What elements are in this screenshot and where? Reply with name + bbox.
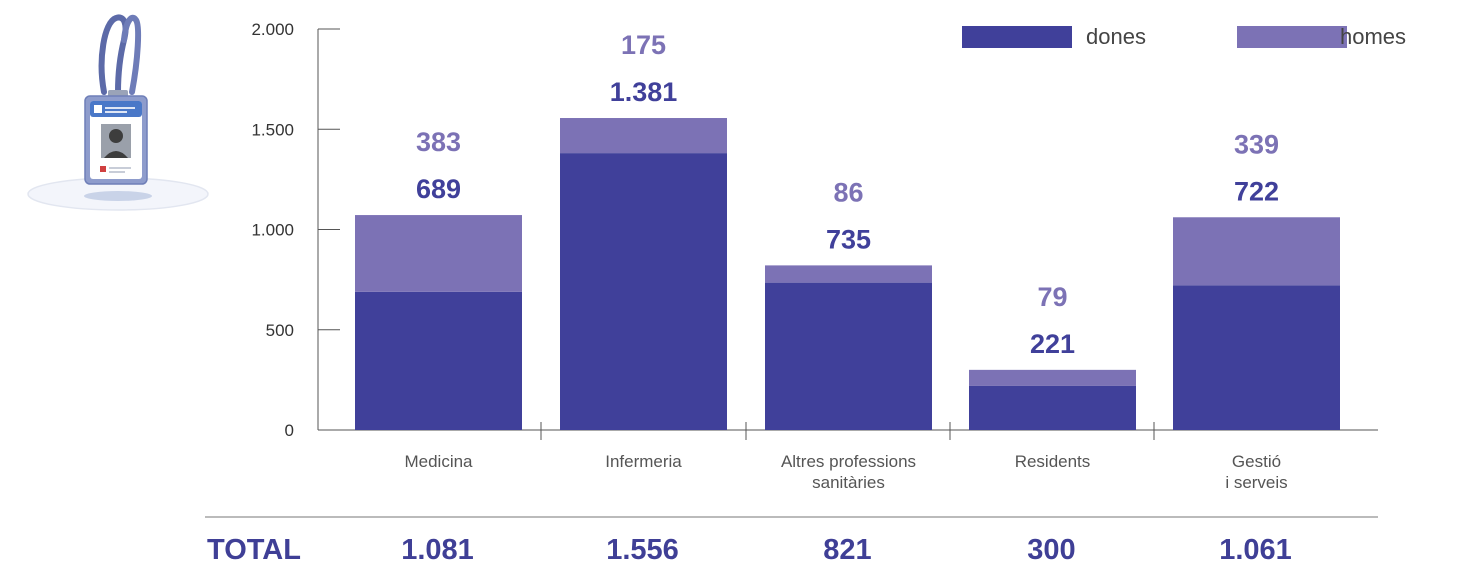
- data-label-dones: 722: [1234, 176, 1279, 206]
- legend-swatch-homes: [1237, 26, 1347, 48]
- total-value: 1.061: [1219, 534, 1292, 562]
- data-label-dones: 1.381: [610, 77, 678, 107]
- category-labels: Medicina Infermeria Altres professions sani…: [404, 452, 1287, 492]
- bar-series: [355, 118, 1340, 430]
- legend-label-homes: homes: [1340, 24, 1406, 49]
- bar-dones: [969, 385, 1136, 430]
- total-value: 821: [823, 534, 871, 562]
- legend-label-dones: dones: [1086, 24, 1146, 49]
- data-labels: 689 383 1.381 175 735 86 221 79 722 339: [416, 30, 1279, 359]
- category-label: Medicina: [404, 452, 473, 471]
- bar-dones: [355, 291, 522, 430]
- bar-homes: [765, 265, 932, 283]
- category-label: Residents: [1015, 452, 1091, 471]
- bar-homes: [355, 215, 522, 292]
- bar-dones: [765, 282, 932, 430]
- bar-homes: [969, 369, 1136, 386]
- data-label-homes: 339: [1234, 129, 1279, 159]
- category-label: Altres professions sanitàries: [781, 452, 916, 492]
- bar-homes: [1173, 217, 1340, 286]
- data-label-homes: 79: [1037, 282, 1067, 312]
- category-label-line: sanitàries: [812, 473, 885, 492]
- data-label-homes: 175: [621, 30, 666, 60]
- bar-homes: [560, 118, 727, 154]
- bar-dones: [1173, 285, 1340, 430]
- total-value: 300: [1027, 534, 1075, 562]
- data-label-dones: 689: [416, 174, 461, 204]
- total-value: 1.081: [401, 534, 474, 562]
- y-tick-label: 500: [266, 321, 294, 340]
- category-label-line: Altres professions: [781, 452, 916, 471]
- category-label-line: Medicina: [404, 452, 473, 471]
- id-badge-lanyard-icon: [27, 14, 209, 211]
- category-label-line: Infermeria: [605, 452, 682, 471]
- category-label-line: i serveis: [1225, 473, 1287, 492]
- data-label-dones: 221: [1030, 329, 1075, 359]
- y-tick-label: 1.000: [251, 221, 294, 240]
- category-label: Infermeria: [605, 452, 682, 471]
- total-value: 1.556: [606, 534, 679, 562]
- category-label: Gestió i serveis: [1225, 452, 1287, 492]
- totals-title: TOTAL: [207, 534, 301, 562]
- legend-swatch-dones: [962, 26, 1072, 48]
- data-label-homes: 383: [416, 127, 461, 157]
- y-tick-label: 2.000: [251, 20, 294, 39]
- totals-row: TOTAL 1.081 1.556 821 300 1.061: [205, 516, 1378, 562]
- bar-dones: [560, 153, 727, 430]
- y-axis-ticks: 0 500 1.000 1.500 2.000: [251, 20, 340, 440]
- data-label-dones: 735: [826, 224, 871, 254]
- category-label-line: Gestió: [1232, 452, 1281, 471]
- y-tick-label: 0: [285, 421, 294, 440]
- legend: dones homes: [962, 24, 1406, 49]
- category-label-line: Residents: [1015, 452, 1091, 471]
- y-tick-label: 1.500: [251, 120, 294, 139]
- data-label-homes: 86: [833, 177, 863, 207]
